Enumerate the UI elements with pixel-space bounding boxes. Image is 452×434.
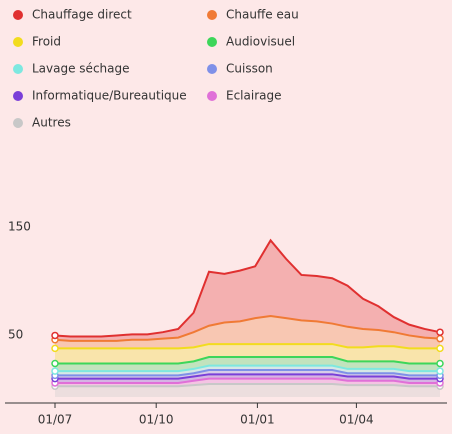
legend-marker <box>13 118 23 128</box>
y-tick-label: 150 <box>8 220 31 234</box>
legend-marker <box>207 37 217 47</box>
end-marker <box>436 359 444 368</box>
line <box>54 314 441 342</box>
end-marker <box>51 331 59 340</box>
legend-label: Froid <box>32 35 61 49</box>
legend-label: Autres <box>32 116 71 130</box>
legend-label: Chauffe eau <box>226 8 299 22</box>
x-tick-label: 01/10 <box>139 413 174 427</box>
area <box>55 384 440 397</box>
y-tick-label: 50 <box>8 328 23 342</box>
legend-marker <box>13 37 23 47</box>
end-marker <box>51 367 59 375</box>
area <box>55 240 440 341</box>
line <box>55 369 440 377</box>
legend-marker <box>207 91 217 101</box>
end-marker <box>436 367 444 375</box>
legend-label: Eclairage <box>226 89 282 103</box>
legend-marker <box>13 10 23 20</box>
x-tick-label: 01/07 <box>38 413 73 427</box>
legend-marker <box>13 91 23 101</box>
legend-label: Audiovisuel <box>226 35 295 49</box>
legend-label: Lavage séchage <box>32 62 130 76</box>
end-marker <box>51 359 59 368</box>
legend-marker <box>207 64 217 74</box>
line <box>54 238 441 338</box>
line <box>55 373 440 380</box>
line <box>55 364 440 373</box>
end-marker <box>51 344 59 353</box>
end-marker <box>436 334 444 343</box>
area <box>55 365 440 376</box>
line <box>55 377 440 384</box>
line <box>55 383 440 388</box>
line <box>55 356 440 365</box>
legend-marker <box>13 64 23 74</box>
end-marker <box>436 344 444 353</box>
legend-label: Chauffage direct <box>32 8 132 22</box>
legend-label: Cuisson <box>226 62 273 76</box>
x-tick-label: 01/04 <box>339 413 374 427</box>
end-marker <box>436 328 444 336</box>
legend-marker <box>207 10 217 20</box>
x-tick-label: 01/01 <box>240 413 275 427</box>
line <box>55 343 440 350</box>
legend-label: Informatique/Bureautique <box>32 89 187 103</box>
